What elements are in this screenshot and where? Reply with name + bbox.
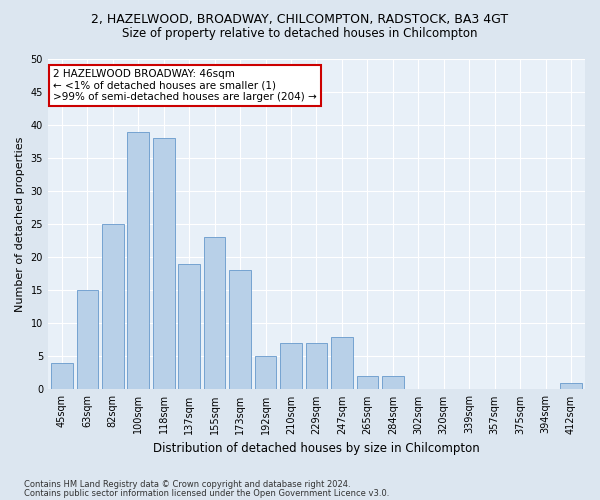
- Text: Size of property relative to detached houses in Chilcompton: Size of property relative to detached ho…: [122, 28, 478, 40]
- Text: 2 HAZELWOOD BROADWAY: 46sqm
← <1% of detached houses are smaller (1)
>99% of sem: 2 HAZELWOOD BROADWAY: 46sqm ← <1% of det…: [53, 69, 317, 102]
- Bar: [229, 270, 251, 390]
- Bar: [560, 383, 582, 390]
- Bar: [51, 363, 73, 390]
- Bar: [102, 224, 124, 390]
- Bar: [178, 264, 200, 390]
- Text: Contains public sector information licensed under the Open Government Licence v3: Contains public sector information licen…: [24, 489, 389, 498]
- Bar: [153, 138, 175, 390]
- Bar: [331, 336, 353, 390]
- Bar: [204, 238, 226, 390]
- Bar: [280, 343, 302, 390]
- Text: Contains HM Land Registry data © Crown copyright and database right 2024.: Contains HM Land Registry data © Crown c…: [24, 480, 350, 489]
- Bar: [77, 290, 98, 390]
- Bar: [127, 132, 149, 390]
- X-axis label: Distribution of detached houses by size in Chilcompton: Distribution of detached houses by size …: [153, 442, 480, 455]
- Y-axis label: Number of detached properties: Number of detached properties: [15, 136, 25, 312]
- Bar: [305, 343, 327, 390]
- Bar: [382, 376, 404, 390]
- Text: 2, HAZELWOOD, BROADWAY, CHILCOMPTON, RADSTOCK, BA3 4GT: 2, HAZELWOOD, BROADWAY, CHILCOMPTON, RAD…: [91, 12, 509, 26]
- Bar: [255, 356, 277, 390]
- Bar: [356, 376, 378, 390]
